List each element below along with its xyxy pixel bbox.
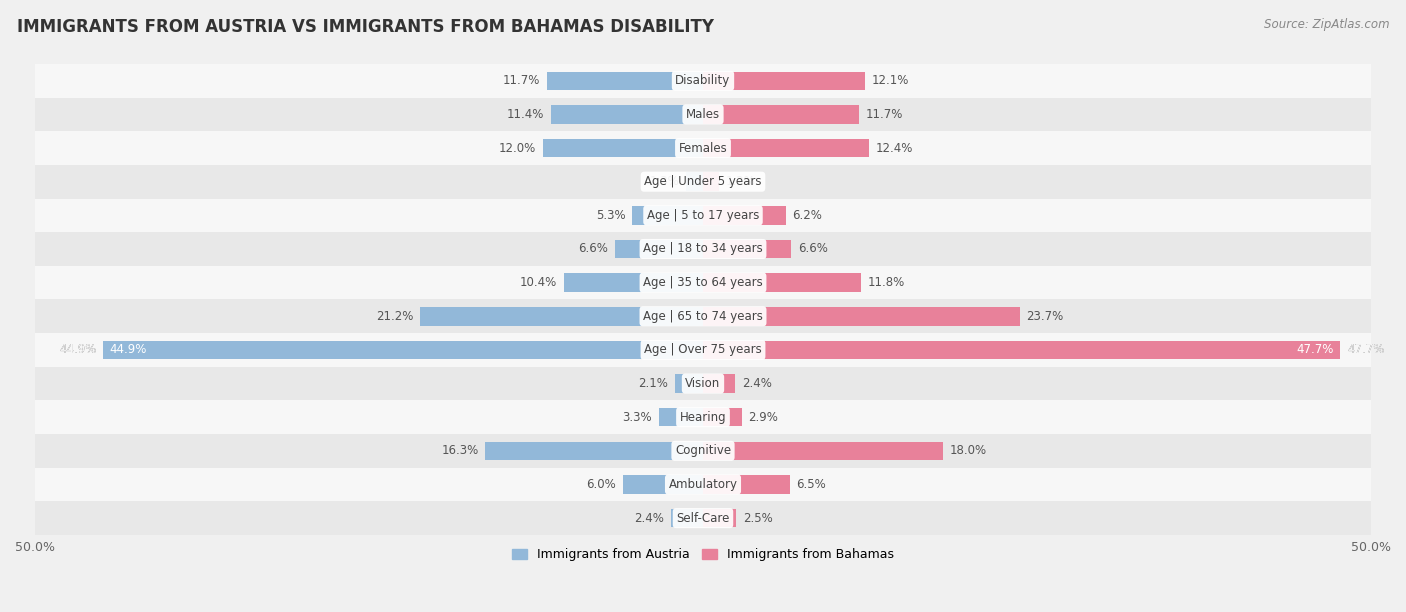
Bar	[703, 206, 786, 225]
Bar	[35, 266, 1371, 299]
Text: 5.3%: 5.3%	[596, 209, 626, 222]
Bar	[35, 367, 1371, 400]
Bar	[35, 64, 1371, 97]
Text: 2.4%: 2.4%	[634, 512, 664, 524]
Text: 2.1%: 2.1%	[638, 377, 668, 390]
Bar	[703, 509, 737, 528]
Text: Hearing: Hearing	[679, 411, 727, 424]
Text: 21.2%: 21.2%	[375, 310, 413, 323]
Bar	[659, 408, 703, 427]
Bar	[703, 240, 792, 258]
Bar	[547, 72, 703, 90]
Bar	[35, 299, 1371, 333]
Text: 23.7%: 23.7%	[1026, 310, 1063, 323]
Bar	[703, 341, 1340, 359]
Bar	[703, 408, 742, 427]
Text: 11.7%: 11.7%	[866, 108, 904, 121]
Text: 10.4%: 10.4%	[520, 276, 557, 289]
Bar	[35, 232, 1371, 266]
Text: 6.6%: 6.6%	[797, 242, 828, 255]
Text: 2.5%: 2.5%	[744, 512, 773, 524]
Text: 3.3%: 3.3%	[623, 411, 652, 424]
Bar	[35, 198, 1371, 232]
Text: Source: ZipAtlas.com: Source: ZipAtlas.com	[1264, 18, 1389, 31]
Bar	[35, 501, 1371, 535]
Bar	[614, 240, 703, 258]
Text: 12.4%: 12.4%	[876, 141, 912, 155]
Text: 44.9%: 44.9%	[110, 343, 148, 356]
Bar	[703, 105, 859, 124]
Text: 1.3%: 1.3%	[650, 175, 679, 188]
Text: Males: Males	[686, 108, 720, 121]
Bar	[686, 173, 703, 191]
Bar	[35, 97, 1371, 131]
Text: 47.7%: 47.7%	[1347, 343, 1385, 356]
Text: 11.7%: 11.7%	[502, 74, 540, 88]
Text: Vision: Vision	[685, 377, 721, 390]
Legend: Immigrants from Austria, Immigrants from Bahamas: Immigrants from Austria, Immigrants from…	[508, 543, 898, 566]
Bar	[703, 139, 869, 157]
Text: 6.5%: 6.5%	[797, 478, 827, 491]
Bar	[35, 333, 1371, 367]
Text: Age | 5 to 17 years: Age | 5 to 17 years	[647, 209, 759, 222]
Text: Disability: Disability	[675, 74, 731, 88]
Bar	[35, 400, 1371, 434]
Bar	[675, 375, 703, 393]
Bar	[103, 341, 703, 359]
Bar	[35, 434, 1371, 468]
Text: 2.9%: 2.9%	[748, 411, 779, 424]
Bar	[623, 476, 703, 494]
Text: Ambulatory: Ambulatory	[668, 478, 738, 491]
Text: Cognitive: Cognitive	[675, 444, 731, 457]
Bar	[551, 105, 703, 124]
Bar	[35, 165, 1371, 198]
Text: 12.1%: 12.1%	[872, 74, 908, 88]
Bar	[703, 442, 943, 460]
Text: 47.7%: 47.7%	[1347, 343, 1385, 356]
Text: 1.2%: 1.2%	[725, 175, 755, 188]
Bar	[703, 72, 865, 90]
Text: Females: Females	[679, 141, 727, 155]
Text: Age | 18 to 34 years: Age | 18 to 34 years	[643, 242, 763, 255]
Bar	[703, 375, 735, 393]
Bar	[420, 307, 703, 326]
Text: 2.4%: 2.4%	[742, 377, 772, 390]
Bar	[485, 442, 703, 460]
Bar	[543, 139, 703, 157]
Text: Age | 65 to 74 years: Age | 65 to 74 years	[643, 310, 763, 323]
Bar	[35, 468, 1371, 501]
Bar	[703, 476, 790, 494]
Bar	[703, 173, 718, 191]
Bar	[35, 131, 1371, 165]
Text: 6.2%: 6.2%	[793, 209, 823, 222]
Text: Age | Under 5 years: Age | Under 5 years	[644, 175, 762, 188]
Text: 44.9%: 44.9%	[59, 343, 97, 356]
Bar	[703, 307, 1019, 326]
Bar	[633, 206, 703, 225]
Text: 44.9%: 44.9%	[59, 343, 97, 356]
Text: Age | 35 to 64 years: Age | 35 to 64 years	[643, 276, 763, 289]
Text: 47.7%: 47.7%	[1296, 343, 1334, 356]
Text: 12.0%: 12.0%	[499, 141, 536, 155]
Bar	[703, 274, 860, 292]
Text: Self-Care: Self-Care	[676, 512, 730, 524]
Text: Age | Over 75 years: Age | Over 75 years	[644, 343, 762, 356]
Text: 16.3%: 16.3%	[441, 444, 478, 457]
Text: 11.8%: 11.8%	[868, 276, 904, 289]
Text: 18.0%: 18.0%	[950, 444, 987, 457]
Text: 6.0%: 6.0%	[586, 478, 616, 491]
Text: IMMIGRANTS FROM AUSTRIA VS IMMIGRANTS FROM BAHAMAS DISABILITY: IMMIGRANTS FROM AUSTRIA VS IMMIGRANTS FR…	[17, 18, 714, 36]
Text: 11.4%: 11.4%	[506, 108, 544, 121]
Text: 6.6%: 6.6%	[578, 242, 609, 255]
Bar	[671, 509, 703, 528]
Bar	[564, 274, 703, 292]
